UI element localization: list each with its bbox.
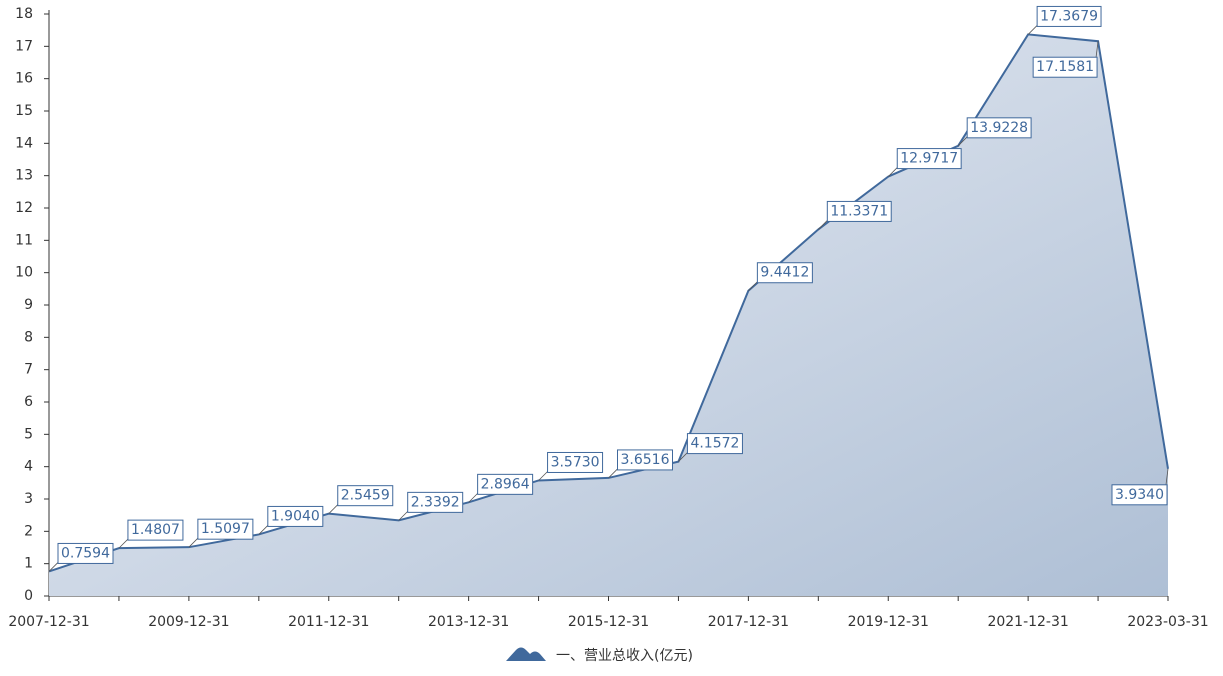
area — [49, 34, 1168, 596]
leader-line — [258, 524, 270, 535]
label-box — [477, 473, 534, 495]
label-box — [686, 433, 743, 455]
value-label: 0.7594 — [61, 545, 110, 561]
x-tick-label: 2007-12-31 — [8, 614, 89, 630]
value-label: 13.9228 — [970, 120, 1028, 136]
x-tick-label: 2011-12-31 — [288, 614, 369, 630]
leader-line — [678, 451, 689, 462]
y-tick-label: 15 — [15, 103, 33, 119]
leader-line — [608, 467, 619, 479]
y-tick-label: 5 — [24, 426, 33, 442]
label-box — [407, 491, 464, 513]
label-box — [617, 449, 673, 471]
label-box — [756, 262, 813, 284]
label-box — [966, 117, 1032, 139]
y-tick-label: 10 — [15, 265, 33, 281]
y-tick-label: 7 — [24, 362, 33, 378]
leader-line — [468, 492, 479, 503]
value-label: 2.8964 — [481, 476, 530, 492]
label-box — [1036, 5, 1102, 27]
x-tick-label: 2013-12-31 — [428, 614, 509, 630]
value-label: 3.6516 — [621, 452, 670, 468]
leader-line — [957, 135, 969, 147]
leader-line — [118, 537, 130, 549]
y-tick-label: 0 — [24, 588, 33, 604]
value-label: 2.5459 — [341, 488, 390, 504]
value-label: 17.1581 — [1036, 59, 1094, 75]
label-box — [826, 200, 892, 222]
label-box — [1111, 484, 1168, 506]
y-tick-label: 17 — [15, 38, 33, 54]
value-label: 11.3371 — [830, 203, 888, 219]
label-box — [57, 542, 114, 564]
leader-line — [398, 510, 409, 521]
x-tick-label: 2015-12-31 — [568, 614, 649, 630]
leader-line — [328, 503, 340, 514]
legend-label: 一、营业总收入(亿元) — [556, 648, 693, 664]
value-label: 9.4412 — [760, 265, 809, 281]
value-label: 4.1572 — [690, 436, 739, 452]
x-tick-label: 2019-12-31 — [848, 614, 929, 630]
value-label: 1.9040 — [271, 508, 320, 524]
label-box — [547, 451, 604, 473]
label-box — [197, 518, 254, 540]
value-label: 3.5730 — [551, 454, 600, 470]
value-label: 2.3392 — [411, 494, 460, 510]
y-tick-label: 4 — [24, 459, 33, 475]
x-tick-label: 2021-12-31 — [987, 614, 1068, 630]
y-tick-label: 16 — [15, 71, 33, 87]
label-box — [267, 505, 324, 527]
label-box — [127, 519, 184, 541]
y-tick-label: 18 — [15, 6, 33, 22]
y-tick-label: 11 — [15, 232, 33, 248]
leader-line — [538, 470, 549, 481]
leader-line — [48, 561, 60, 572]
value-label: 17.3679 — [1040, 8, 1098, 24]
legend-icon — [506, 647, 546, 661]
value-label: 1.5097 — [201, 521, 250, 537]
x-tick-label: 2009-12-31 — [148, 614, 229, 630]
y-tick-label: 2 — [24, 523, 33, 539]
y-tick-label: 14 — [15, 135, 33, 151]
leader-line — [1027, 24, 1039, 35]
leader-line — [188, 536, 200, 548]
label-box — [896, 148, 962, 170]
y-tick-label: 13 — [15, 168, 33, 184]
leader-line — [887, 166, 899, 177]
y-tick-label: 12 — [15, 200, 33, 216]
x-tick-label: 2023-03-31 — [1127, 614, 1208, 630]
label-box — [1032, 56, 1098, 78]
y-tick-label: 6 — [24, 394, 33, 410]
value-label: 1.4807 — [131, 522, 180, 538]
x-tick-label: 2017-12-31 — [708, 614, 789, 630]
y-tick-label: 3 — [24, 491, 33, 507]
label-box — [337, 485, 394, 507]
leader-line — [1095, 41, 1099, 58]
leader-line — [1165, 468, 1169, 485]
leader-line — [748, 280, 759, 292]
value-label: 3.9340 — [1115, 487, 1164, 503]
y-tick-label: 1 — [24, 556, 33, 572]
value-label: 12.9717 — [900, 151, 958, 167]
y-tick-label: 8 — [24, 329, 33, 345]
leader-line — [818, 219, 829, 230]
y-tick-label: 9 — [24, 297, 33, 313]
